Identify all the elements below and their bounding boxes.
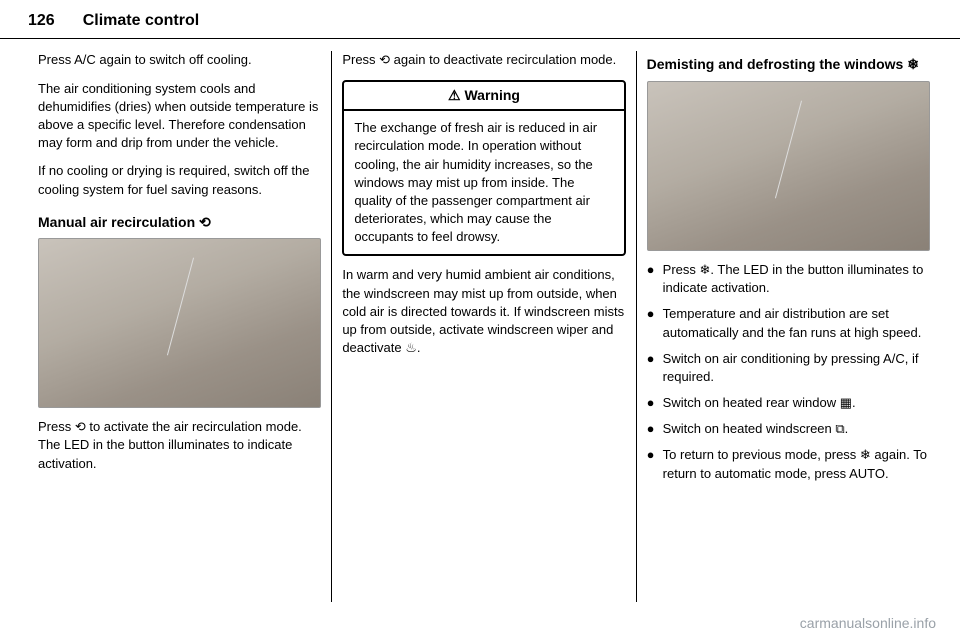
list-item: ●Switch on air conditioning by pressing … — [647, 350, 930, 386]
list-item-text: Switch on heated windscreen ⧉. — [663, 420, 849, 438]
bullet-icon: ● — [647, 261, 663, 297]
col3-heading: Demisting and defrosting the windows ❄ — [647, 55, 930, 75]
list-item-text: Temperature and air distribution are set… — [663, 305, 930, 341]
col1-caption: Press ⟲ to activate the air recirculatio… — [38, 418, 321, 473]
col1-para-1: Press A/C again to switch off cooling. — [38, 51, 321, 69]
list-item-text: Switch on heated rear window ▦. — [663, 394, 856, 412]
col3-bullet-list: ●Press ❄. The LED in the button illumina… — [647, 261, 930, 491]
col1-heading: Manual air recirculation ⟲ — [38, 213, 321, 233]
list-item-text: To return to previous mode, press ❄ agai… — [663, 446, 930, 482]
col1-para-3: If no cooling or drying is required, swi… — [38, 162, 321, 198]
bullet-icon: ● — [647, 350, 663, 386]
footer-watermark: carmanualsonline.info — [0, 610, 960, 642]
col2-para-1: Press ⟲ again to deactivate recirculatio… — [342, 51, 625, 69]
column-1: Press A/C again to switch off cooling. T… — [28, 51, 332, 602]
list-item: ●Switch on heated windscreen ⧉. — [647, 420, 930, 438]
warning-body: The exchange of fresh air is reduced in … — [344, 111, 623, 254]
list-item-text: Press ❄. The LED in the button illuminat… — [663, 261, 930, 297]
recirculation-image — [38, 238, 321, 408]
list-item: ●To return to previous mode, press ❄ aga… — [647, 446, 930, 482]
chapter-title: Climate control — [83, 10, 199, 32]
column-3: Demisting and defrosting the windows ❄ ●… — [637, 51, 940, 602]
col1-para-2: The air conditioning system cools and de… — [38, 80, 321, 153]
page-header: 126 Climate control — [0, 0, 960, 39]
page-number: 126 — [28, 10, 55, 32]
bullet-icon: ● — [647, 394, 663, 412]
list-item: ●Temperature and air distribution are se… — [647, 305, 930, 341]
content-columns: Press A/C again to switch off cooling. T… — [0, 39, 960, 610]
bullet-icon: ● — [647, 305, 663, 341]
list-item: ●Switch on heated rear window ▦. — [647, 394, 930, 412]
list-item-text: Switch on air conditioning by pressing A… — [663, 350, 930, 386]
bullet-icon: ● — [647, 420, 663, 438]
warning-box: ⚠ Warning The exchange of fresh air is r… — [342, 80, 625, 257]
bullet-icon: ● — [647, 446, 663, 482]
warning-title: ⚠ Warning — [344, 82, 623, 112]
list-item: ●Press ❄. The LED in the button illumina… — [647, 261, 930, 297]
defrost-image — [647, 81, 930, 251]
col2-para-2: In warm and very humid ambient air condi… — [342, 266, 625, 357]
column-2: Press ⟲ again to deactivate recirculatio… — [332, 51, 636, 602]
